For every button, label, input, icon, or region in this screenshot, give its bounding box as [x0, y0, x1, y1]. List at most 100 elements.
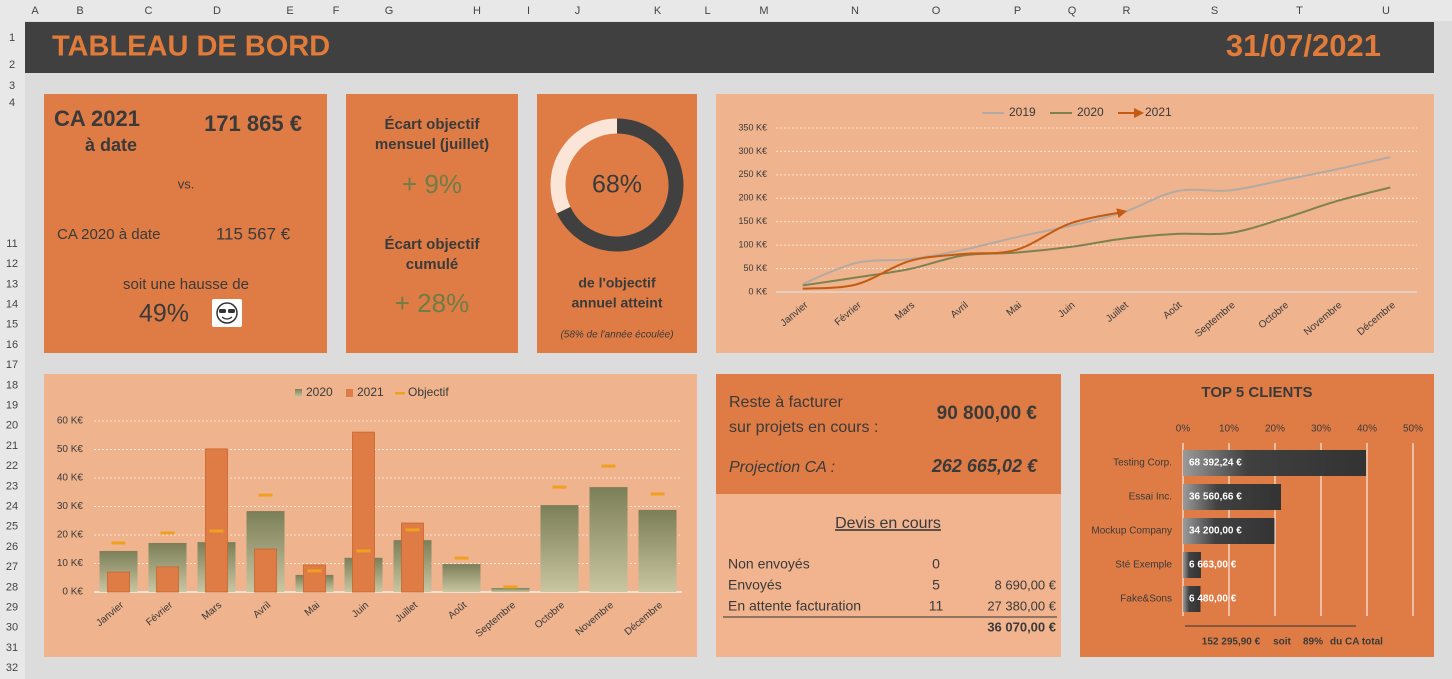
column-header: U: [1382, 5, 1390, 17]
date: 31/07/2021: [1226, 28, 1381, 63]
x-tick-label: 40%: [1357, 424, 1377, 435]
target-marker: [356, 549, 371, 553]
target-marker: [405, 528, 420, 532]
card: [346, 94, 518, 353]
category-label: Essai Inc.: [1129, 492, 1172, 503]
label: cumulé: [406, 256, 459, 273]
row-header: 1: [9, 32, 15, 44]
row-header: 20: [6, 420, 18, 432]
data-label: 6 480,00 €: [1189, 594, 1237, 605]
x-tick-label: 20%: [1265, 424, 1285, 435]
y-tick-label: 10 K€: [57, 558, 84, 569]
row-header: 31: [6, 642, 18, 654]
bar: [303, 564, 326, 593]
column-header: B: [76, 5, 83, 17]
row-header: 15: [6, 319, 18, 331]
category-label: Mockup Company: [1091, 526, 1172, 537]
target-marker: [650, 492, 665, 496]
category-label: Testing Corp.: [1113, 458, 1172, 469]
bar: [254, 548, 277, 593]
row-header: 17: [6, 359, 18, 371]
bar: [107, 571, 130, 593]
column-header: G: [385, 5, 394, 17]
row-header: 29: [6, 602, 18, 614]
y-tick-label: 350 K€: [738, 122, 767, 132]
column-header: M: [759, 5, 768, 17]
row-header: 11: [6, 238, 17, 250]
bar: [589, 487, 628, 592]
label: du CA total: [1330, 637, 1383, 648]
x-tick-label: 10%: [1219, 424, 1239, 435]
label: 11: [929, 598, 944, 614]
x-tick-label: 0%: [1176, 424, 1191, 435]
card: [716, 374, 1061, 494]
bar: [205, 448, 228, 593]
row-header: 13: [6, 278, 18, 290]
label: de l'objectif: [578, 275, 656, 291]
legend-label: 2020: [306, 385, 333, 399]
column-header: I: [527, 5, 530, 17]
row-header: 3: [9, 80, 15, 92]
row-header: 25: [6, 521, 18, 533]
y-tick-label: 30 K€: [57, 501, 84, 512]
row-header: 19: [6, 400, 18, 412]
row-header: 23: [6, 480, 18, 492]
x-tick-label: 30%: [1311, 424, 1331, 435]
card: [1080, 374, 1434, 657]
row-header: 16: [6, 339, 18, 351]
data-label: 36 560,66 €: [1189, 492, 1242, 503]
donut-label: 68%: [592, 171, 642, 199]
label: à date: [85, 135, 137, 155]
column-header: L: [704, 5, 710, 17]
row-header: 12: [6, 258, 18, 270]
line-series: [802, 186, 1391, 287]
y-tick-label: 150 K€: [738, 216, 767, 226]
label: 262 665,02 €: [931, 456, 1038, 476]
column-header: N: [851, 5, 859, 17]
card: [716, 94, 1434, 353]
data-label: 34 200,00 €: [1189, 526, 1242, 537]
label: (58% de l'année écoulée): [560, 330, 673, 341]
target-marker: [552, 485, 567, 489]
label: 36 070,00 €: [987, 619, 1056, 634]
legend-swatch: [346, 389, 353, 397]
legend-label: Objectif: [408, 385, 449, 399]
bar: [1183, 450, 1367, 476]
title-bar: [25, 22, 1434, 73]
data-label: 6 663,00 €: [1189, 560, 1237, 571]
bar: [1183, 552, 1201, 578]
label: 90 800,00 €: [937, 403, 1038, 424]
data-label: 68 392,24 €: [1189, 458, 1242, 469]
y-tick-label: 300 K€: [738, 146, 767, 156]
legend-swatch: [295, 389, 302, 397]
label: + 9%: [402, 169, 462, 199]
row-header: 24: [6, 501, 18, 513]
column-header-bar: [0, 0, 1452, 21]
legend-label: 2019: [1009, 105, 1036, 119]
column-header: P: [1014, 5, 1021, 17]
y-tick-label: 50 K€: [57, 444, 84, 455]
column-header: C: [145, 5, 153, 17]
column-header: E: [286, 5, 293, 17]
target-marker: [209, 529, 224, 533]
column-header: R: [1123, 5, 1131, 17]
label: soit: [1273, 637, 1291, 648]
donut-segment: [550, 118, 618, 214]
label: sur projets en cours :: [729, 419, 878, 436]
y-tick-label: 250 K€: [738, 169, 767, 179]
label: mensuel (juillet): [375, 136, 489, 153]
bar: [352, 431, 375, 593]
label: En attente facturation: [728, 598, 861, 614]
bar: [442, 564, 481, 592]
label: 5: [932, 577, 940, 593]
bar: [401, 522, 424, 593]
y-tick-label: 20 K€: [57, 530, 84, 541]
y-tick-label: 40 K€: [57, 473, 84, 484]
label: Non envoyés: [728, 556, 810, 572]
donut-segment: [556, 118, 684, 252]
y-tick-label: 0 K€: [62, 587, 83, 598]
target-marker: [503, 585, 518, 589]
row-header: 21: [6, 440, 18, 452]
category-label: Fake&Sons: [1120, 594, 1172, 605]
